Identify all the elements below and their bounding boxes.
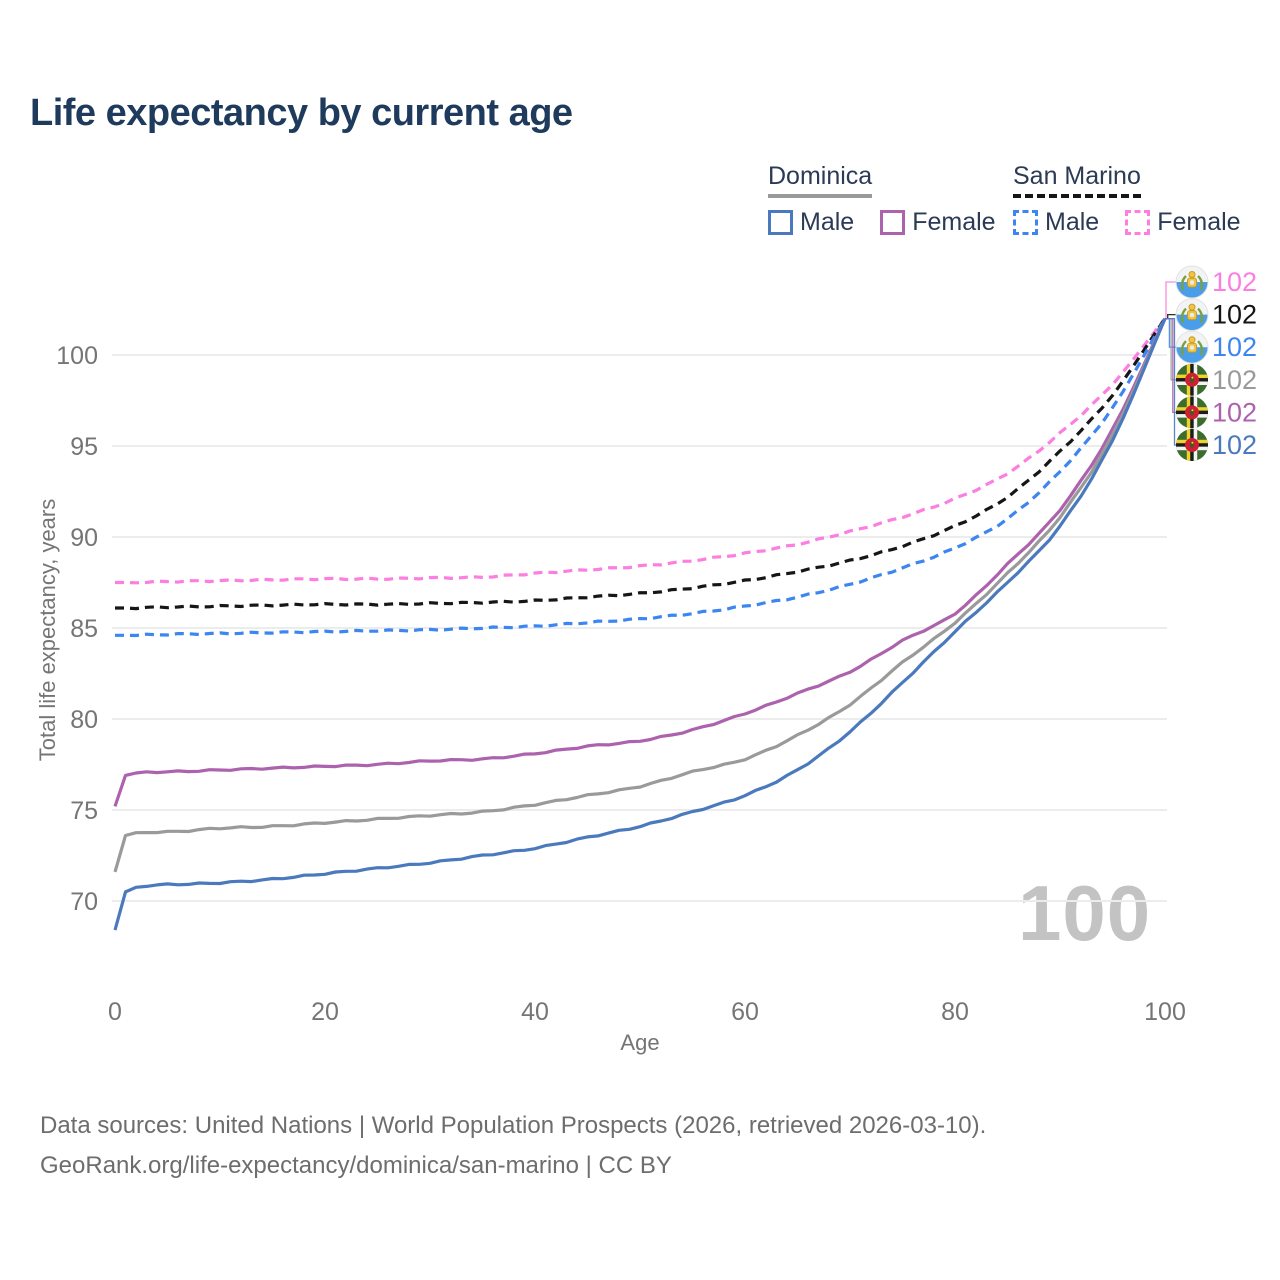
dominica-flag-icon bbox=[1176, 429, 1208, 461]
age-frame-watermark: 100 bbox=[1018, 869, 1152, 957]
san-marino-female-label: Female bbox=[1157, 208, 1241, 236]
x-tick-label-80: 80 bbox=[941, 998, 969, 1026]
end-value-label-sm_male: 102 bbox=[1212, 332, 1257, 362]
y-axis-ticks: 70 75 80 85 90 95 100 bbox=[56, 342, 98, 916]
page-title: Life expectancy by current age bbox=[30, 92, 573, 134]
end-label-leader-lines bbox=[1165, 281, 1176, 446]
x-tick-label-40: 40 bbox=[521, 998, 549, 1026]
y-tick-label-70: 70 bbox=[70, 888, 98, 916]
end-value-label-sm_both: 102 bbox=[1212, 300, 1257, 330]
end-value-label-sm_female: 102 bbox=[1212, 267, 1257, 297]
footer: Data sources: United Nations | World Pop… bbox=[40, 1106, 986, 1186]
san-marino-flag-icon bbox=[1176, 266, 1208, 298]
legend-title-san-marino[interactable]: San Marino bbox=[1013, 162, 1141, 198]
x-tick-label-0: 0 bbox=[108, 998, 122, 1026]
legend-group-dominica: Dominica Male Female bbox=[768, 162, 1022, 237]
san-marino-male-label: Male bbox=[1045, 208, 1100, 236]
y-tick-label-100: 100 bbox=[56, 342, 98, 370]
dominica-male-label: Male bbox=[800, 208, 855, 236]
legend-group-san-marino: San Marino Male Female bbox=[1013, 162, 1267, 237]
y-tick-label-90: 90 bbox=[70, 524, 98, 552]
san-marino-female-swatch-icon bbox=[1125, 210, 1151, 235]
leader-line-sm_female bbox=[1165, 281, 1176, 320]
san-marino-flag-icon bbox=[1176, 299, 1208, 331]
end-value-label-dom_female: 102 bbox=[1212, 397, 1257, 427]
legend-item-san-marino-female[interactable]: Female bbox=[1125, 208, 1241, 237]
leader-line-dom_male bbox=[1165, 317, 1176, 446]
series-line-dom_both bbox=[113, 317, 1167, 873]
dominica-male-swatch-icon bbox=[768, 210, 793, 235]
footer-data-sources: Data sources: United Nations | World Pop… bbox=[40, 1112, 987, 1139]
dominica-female-swatch-icon bbox=[880, 210, 906, 235]
x-tick-label-100: 100 bbox=[1144, 998, 1186, 1026]
series-line-sm_female bbox=[115, 317, 1167, 585]
dominica-flag-icon bbox=[1176, 364, 1208, 396]
footer-source-url[interactable]: GeoRank.org/life-expectancy/dominica/san… bbox=[40, 1152, 672, 1179]
legend-title-dominica[interactable]: Dominica bbox=[768, 162, 873, 198]
san-marino-male-swatch-icon bbox=[1013, 210, 1038, 235]
x-axis-ticks: 0 20 40 60 80 100 bbox=[108, 998, 1186, 1026]
series-curves bbox=[113, 317, 1167, 931]
series-line-dom_male bbox=[113, 317, 1167, 931]
end-value-label-dom_both: 102 bbox=[1212, 365, 1257, 395]
legend-item-dominica-male[interactable]: Male bbox=[768, 208, 854, 237]
y-tick-label-85: 85 bbox=[70, 615, 98, 643]
dominica-flag-icon bbox=[1176, 396, 1208, 428]
legend-item-san-marino-male[interactable]: Male bbox=[1013, 208, 1099, 237]
dominica-female-label: Female bbox=[912, 208, 996, 236]
x-tick-label-60: 60 bbox=[731, 998, 759, 1026]
series-line-sm_male bbox=[115, 317, 1167, 638]
san-marino-flag-icon bbox=[1176, 331, 1208, 363]
legend-item-dominica-female[interactable]: Female bbox=[880, 208, 996, 237]
y-tick-label-95: 95 bbox=[70, 433, 98, 461]
end-value-label-dom_male: 102 bbox=[1212, 430, 1257, 460]
x-tick-label-20: 20 bbox=[311, 998, 339, 1026]
series-line-sm_both bbox=[115, 317, 1167, 611]
gridlines bbox=[112, 354, 1167, 902]
y-tick-label-80: 80 bbox=[70, 706, 98, 734]
y-tick-label-75: 75 bbox=[70, 797, 98, 825]
series-line-dom_female bbox=[113, 317, 1167, 807]
x-axis-title: Age bbox=[620, 1030, 660, 1055]
